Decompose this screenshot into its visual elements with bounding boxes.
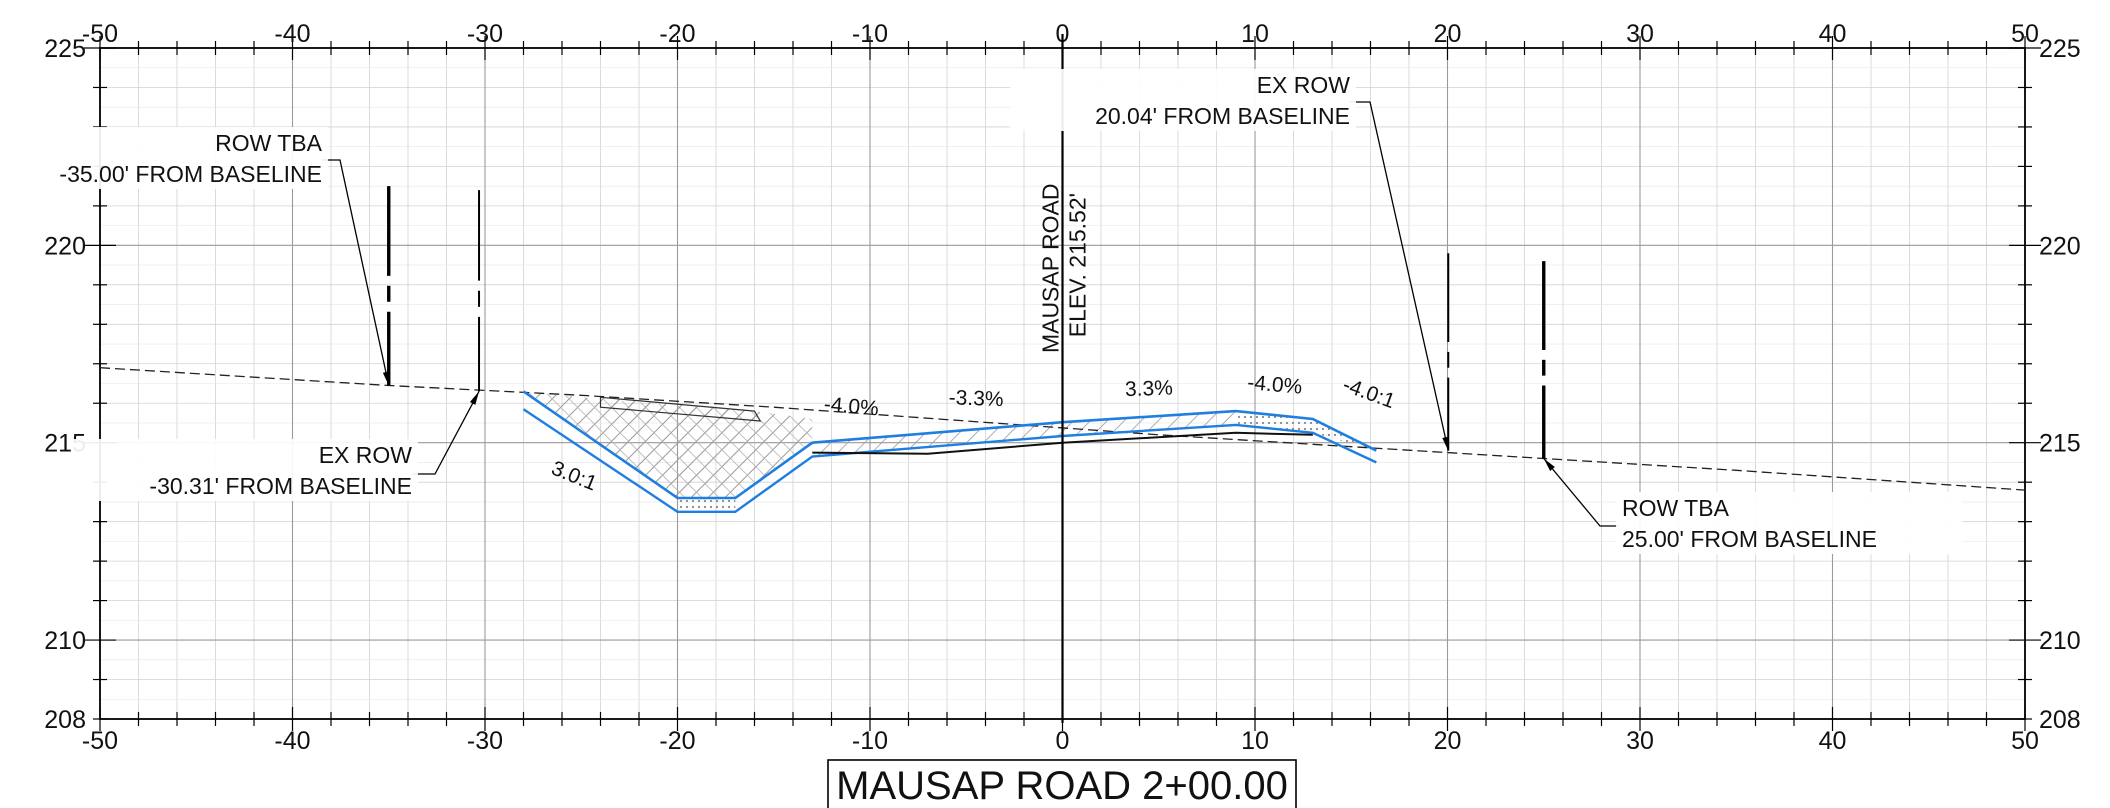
x-tick-label-bottom: -40 xyxy=(274,727,310,755)
x-tick-label-top: -20 xyxy=(659,20,695,48)
row-callout-line1: ROW TBA xyxy=(215,130,323,156)
x-tick-label-top: 20 xyxy=(1434,20,1462,48)
x-tick-labels-bottom: -50 -40 -30 -20 -10 0 10 20 30 40 50 xyxy=(82,727,2039,755)
row-callout-line2: -35.00' FROM BASELINE xyxy=(59,161,322,187)
row-callout-bg xyxy=(0,127,328,189)
row-callout-leader xyxy=(412,391,480,475)
y-tick-label-right: 208 xyxy=(2039,706,2081,734)
row-callout-bg xyxy=(1010,69,1356,131)
grade-label: 3.3% xyxy=(1125,377,1174,402)
row-callout-leader xyxy=(1543,458,1618,527)
y-tick-label-right: 220 xyxy=(2039,232,2081,260)
y-tick-label-right: 210 xyxy=(2039,627,2081,655)
x-tick-label-top: 40 xyxy=(1819,20,1847,48)
x-tick-label-bottom: -10 xyxy=(852,727,888,755)
x-tick-label-bottom: 40 xyxy=(1819,727,1847,755)
row-callout-arrowhead xyxy=(1442,436,1449,451)
x-tick-label-bottom: 10 xyxy=(1241,727,1269,755)
section-hatch-fills xyxy=(523,391,1377,512)
row-callout-leader xyxy=(322,159,390,386)
row-callout-leader xyxy=(1350,101,1449,451)
row-callout-line1: EX ROW xyxy=(319,442,413,468)
x-tick-label-bottom: 50 xyxy=(2011,727,2039,755)
row-callout-line2: 20.04' FROM BASELINE xyxy=(1095,103,1350,129)
y-tick-label-right: 225 xyxy=(2039,35,2081,63)
x-tick-label-top: -30 xyxy=(467,20,503,48)
centerline-label-road: MAUSAP ROAD xyxy=(1038,184,1064,354)
grade-label: -4.0% xyxy=(823,393,880,421)
design-surface-line xyxy=(522,390,1377,500)
grade-label: -4.0% xyxy=(1246,371,1303,399)
row-callout-line1: EX ROW xyxy=(1257,72,1351,98)
centerline-label: MAUSAP ROAD ELEV. 215.52' xyxy=(1038,177,1091,353)
drawing-title: MAUSAP ROAD 2+00.00 xyxy=(827,759,1297,808)
x-tick-label-bottom: 30 xyxy=(1626,727,1654,755)
centerline-label-elevation: ELEV. 215.52' xyxy=(1065,193,1091,337)
y-tick-label-left: 225 xyxy=(44,35,86,63)
grade-label: -4.0:1 xyxy=(1340,373,1398,413)
x-tick-label-bottom: 0 xyxy=(1056,727,1070,755)
design-subgrade-line xyxy=(522,408,1377,513)
existing-pavement-slab xyxy=(599,396,762,422)
row-callout-bg xyxy=(72,439,418,501)
row-callout-arrowhead xyxy=(1543,458,1555,471)
ditch-bottom-dot-area xyxy=(677,498,736,512)
row-callout-ex-row-left: EX ROW -30.31' FROM BASELINE xyxy=(72,439,418,501)
x-tick-label-bottom: -50 xyxy=(82,727,118,755)
row-callout-ex-row-right: EX ROW 20.04' FROM BASELINE xyxy=(1010,69,1356,131)
x-tick-label-bottom: 20 xyxy=(1434,727,1462,755)
drawing-title-box xyxy=(827,759,1297,808)
row-callout-line2: 25.00' FROM BASELINE xyxy=(1622,526,1877,552)
y-tick-label-left: 220 xyxy=(44,232,86,260)
row-callout-row-tba-right: ROW TBA 25.00' FROM BASELINE xyxy=(1616,492,1962,554)
pavement-hatch-area xyxy=(812,411,1236,457)
x-tick-labels-top: -50 -40 -30 -20 -10 0 10 20 30 40 50 xyxy=(82,20,2039,48)
row-callout-arrowhead xyxy=(382,371,389,386)
x-tick-label-top: -40 xyxy=(274,20,310,48)
row-marker-posts xyxy=(322,101,1618,527)
x-tick-label-bottom: -20 xyxy=(659,727,695,755)
x-tick-label-top: -10 xyxy=(852,20,888,48)
y-tick-labels-right: 225 220 215 210 208 xyxy=(2039,35,2081,734)
row-callout-bg xyxy=(1616,492,1962,554)
grade-label: -3.3% xyxy=(948,386,1004,411)
x-tick-label-bottom: -30 xyxy=(467,727,503,755)
row-callout-line2: -30.31' FROM BASELINE xyxy=(149,473,412,499)
x-tick-label-top: 30 xyxy=(1626,20,1654,48)
x-tick-label-top: 50 xyxy=(2011,20,2039,48)
y-tick-label-right: 215 xyxy=(2039,430,2081,458)
x-tick-label-top: 10 xyxy=(1241,20,1269,48)
drawing-title-text: MAUSAP ROAD 2+00.00 xyxy=(836,764,1288,808)
shoulder-dot-area xyxy=(1235,411,1377,451)
y-tick-label-left: 210 xyxy=(44,627,86,655)
row-callout-row-tba-left: ROW TBA -35.00' FROM BASELINE xyxy=(0,127,328,189)
x-tick-label-top: -50 xyxy=(82,20,118,48)
row-callout-line1: ROW TBA xyxy=(1622,495,1730,521)
y-tick-label-left: 208 xyxy=(44,706,86,734)
row-callout-arrowhead xyxy=(469,391,480,405)
